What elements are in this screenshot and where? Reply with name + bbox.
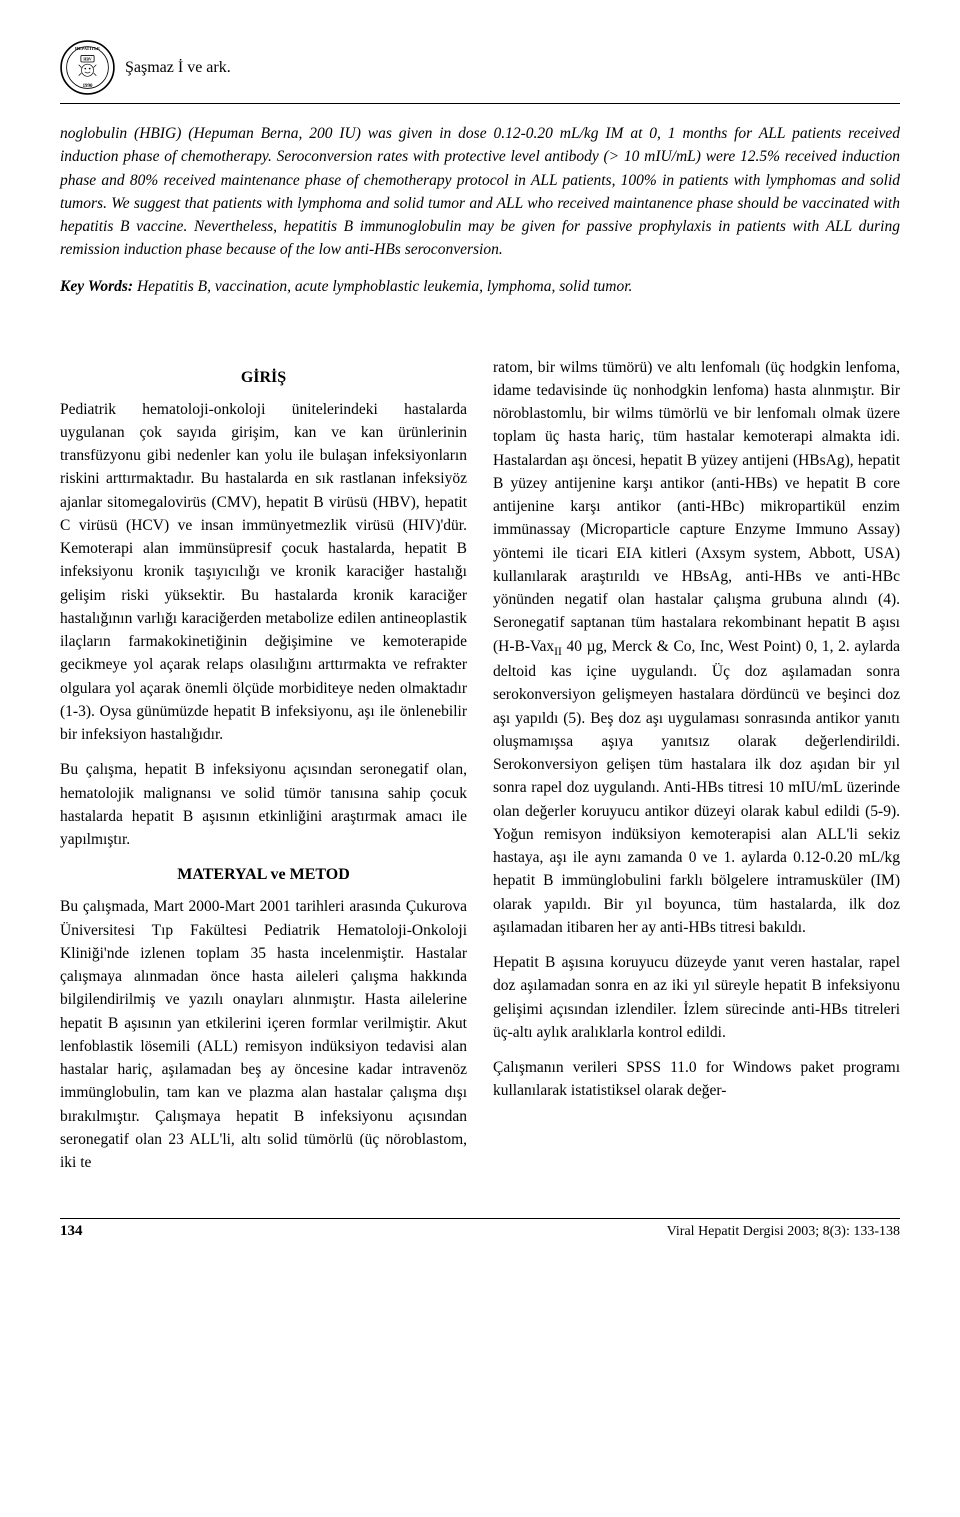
page-footer: 134 Viral Hepatit Dergisi 2003; 8(3): 13… [60, 1218, 900, 1240]
left-para-3: Bu çalışmada, Mart 2000-Mart 2001 tarihl… [60, 895, 467, 1174]
svg-text:HEPATITLE: HEPATITLE [75, 46, 100, 51]
journal-citation: Viral Hepatit Dergisi 2003; 8(3): 133-13… [667, 1224, 900, 1240]
keywords-label: Key Words: [60, 278, 133, 295]
right-para-1: ratom, bir wilms tümörü) ve altı lenfoma… [493, 356, 900, 940]
left-para-1: Pediatrik hematoloji-onkoloji ünitelerin… [60, 398, 467, 747]
subscript-ii: II [554, 645, 562, 658]
svg-text:1990: 1990 [83, 84, 93, 89]
header-divider [60, 103, 900, 104]
section-title-giris: GİRİŞ [60, 366, 467, 390]
right-para-3: Çalışmanın verileri SPSS 11.0 for Window… [493, 1056, 900, 1103]
author-line: Şaşmaz İ ve ark. [125, 59, 231, 77]
page-number: 134 [60, 1223, 83, 1240]
journal-emblem-icon: HEPATITLE HBV 1990 [60, 40, 115, 95]
right-para-1a: ratom, bir wilms tümörü) ve altı lenfoma… [493, 359, 900, 655]
keywords-line: Key Words: Hepatitis B, vaccination, acu… [60, 278, 900, 296]
left-column: GİRİŞ Pediatrik hematoloji-onkoloji ünit… [60, 356, 467, 1175]
right-para-2: Hepatit B aşısına koruyucu düzeyde yanıt… [493, 951, 900, 1044]
keywords-value: Hepatitis B, vaccination, acute lymphobl… [137, 278, 633, 295]
two-column-layout: GİRİŞ Pediatrik hematoloji-onkoloji ünit… [60, 356, 900, 1175]
header-row: HEPATITLE HBV 1990 Şaşmaz İ ve ark. [60, 40, 900, 95]
left-para-2: Bu çalışma, hepatit B infeksiyonu açısın… [60, 758, 467, 851]
svg-text:HBV: HBV [83, 57, 92, 61]
right-column: ratom, bir wilms tümörü) ve altı lenfoma… [493, 356, 900, 1175]
right-para-1b: 40 µg, Merck & Co, Inc, West Point) 0, 1… [493, 638, 900, 936]
section-title-materyal: MATERYAL ve METOD [60, 863, 467, 887]
abstract-text: noglobulin (HBIG) (Hepuman Berna, 200 IU… [60, 122, 900, 262]
